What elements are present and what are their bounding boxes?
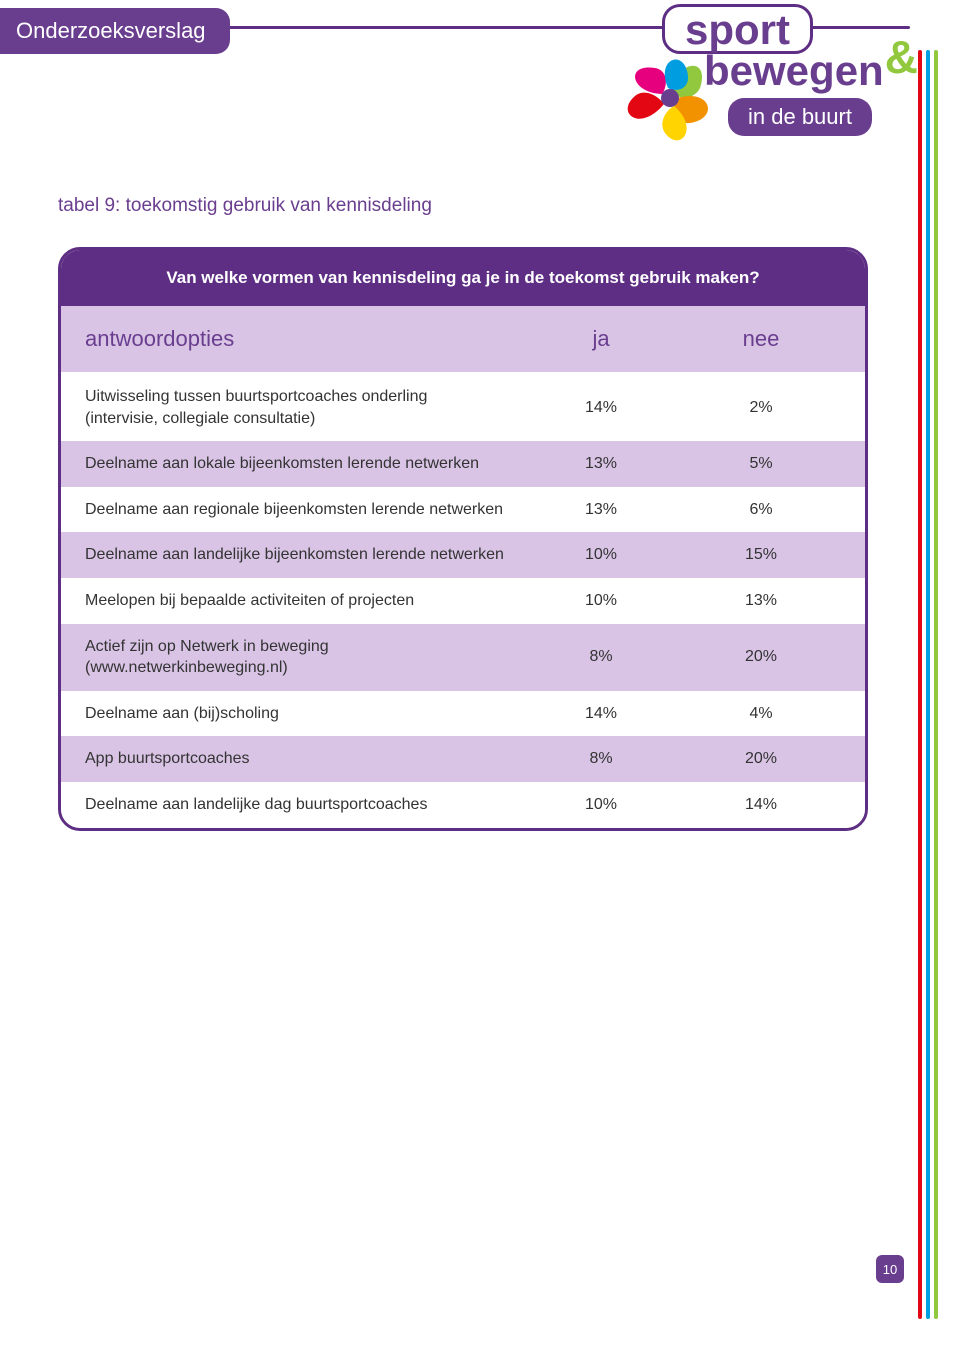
row-nee: 15% [681, 546, 841, 564]
header-tab: Onderzoeksverslag [0, 8, 230, 54]
row-label: Deelname aan regionale bijeenkomsten ler… [85, 499, 521, 521]
logo-bewegen-text: bewegen [704, 50, 914, 92]
table-row: Deelname aan landelijke bijeenkomsten le… [61, 532, 865, 578]
row-label: Uitwisseling tussen buurtsportcoaches on… [85, 386, 521, 429]
row-label: Meelopen bij bepaalde activiteiten of pr… [85, 590, 521, 612]
row-ja: 10% [521, 546, 681, 564]
row-nee: 14% [681, 796, 841, 814]
row-label: App buurtsportcoaches [85, 748, 521, 770]
table-title: tabel 9: toekomstig gebruik van kennisde… [58, 195, 868, 217]
row-ja: 13% [521, 455, 681, 473]
logo-ampersand: & [885, 30, 918, 84]
row-label: Deelname aan lokale bijeenkomsten lerend… [85, 453, 521, 475]
row-nee: 4% [681, 705, 841, 723]
table-row: Meelopen bij bepaalde activiteiten of pr… [61, 578, 865, 624]
row-nee: 2% [681, 399, 841, 417]
side-stripe-red [918, 50, 922, 1319]
page-number: 10 [876, 1255, 904, 1283]
row-nee: 20% [681, 750, 841, 768]
table-card: Van welke vormen van kennisdeling ga je … [58, 247, 868, 831]
side-stripe-blue [926, 50, 930, 1319]
row-nee: 20% [681, 648, 841, 666]
table-row: App buurtsportcoaches 8% 20% [61, 736, 865, 782]
row-nee: 13% [681, 592, 841, 610]
row-label: Deelname aan landelijke dag buurtsportco… [85, 794, 521, 816]
column-header-nee: nee [681, 326, 841, 352]
table-row: Uitwisseling tussen buurtsportcoaches on… [61, 374, 865, 441]
flower-icon [610, 38, 730, 158]
table-question-header: Van welke vormen van kennisdeling ga je … [61, 250, 865, 306]
row-nee: 6% [681, 501, 841, 519]
table-row: Deelname aan regionale bijeenkomsten ler… [61, 487, 865, 533]
logo-in-de-buurt: in de buurt [728, 98, 872, 136]
column-header-ja: ja [521, 326, 681, 352]
row-ja: 13% [521, 501, 681, 519]
table-row: Deelname aan landelijke dag buurtsportco… [61, 782, 865, 828]
row-ja: 14% [521, 705, 681, 723]
row-label: Actief zijn op Netwerk in beweging (www.… [85, 636, 521, 679]
table-row: Deelname aan lokale bijeenkomsten lerend… [61, 441, 865, 487]
table-row: Deelname aan (bij)scholing 14% 4% [61, 691, 865, 737]
row-ja: 10% [521, 592, 681, 610]
table-column-headers: antwoordopties ja nee [61, 306, 865, 374]
side-stripe-green [934, 50, 938, 1319]
row-ja: 14% [521, 399, 681, 417]
row-ja: 8% [521, 750, 681, 768]
column-header-label: antwoordopties [85, 326, 521, 352]
row-ja: 8% [521, 648, 681, 666]
row-label: Deelname aan landelijke bijeenkomsten le… [85, 544, 521, 566]
row-nee: 5% [681, 455, 841, 473]
row-ja: 10% [521, 796, 681, 814]
row-label: Deelname aan (bij)scholing [85, 703, 521, 725]
table-row: Actief zijn op Netwerk in beweging (www.… [61, 624, 865, 691]
